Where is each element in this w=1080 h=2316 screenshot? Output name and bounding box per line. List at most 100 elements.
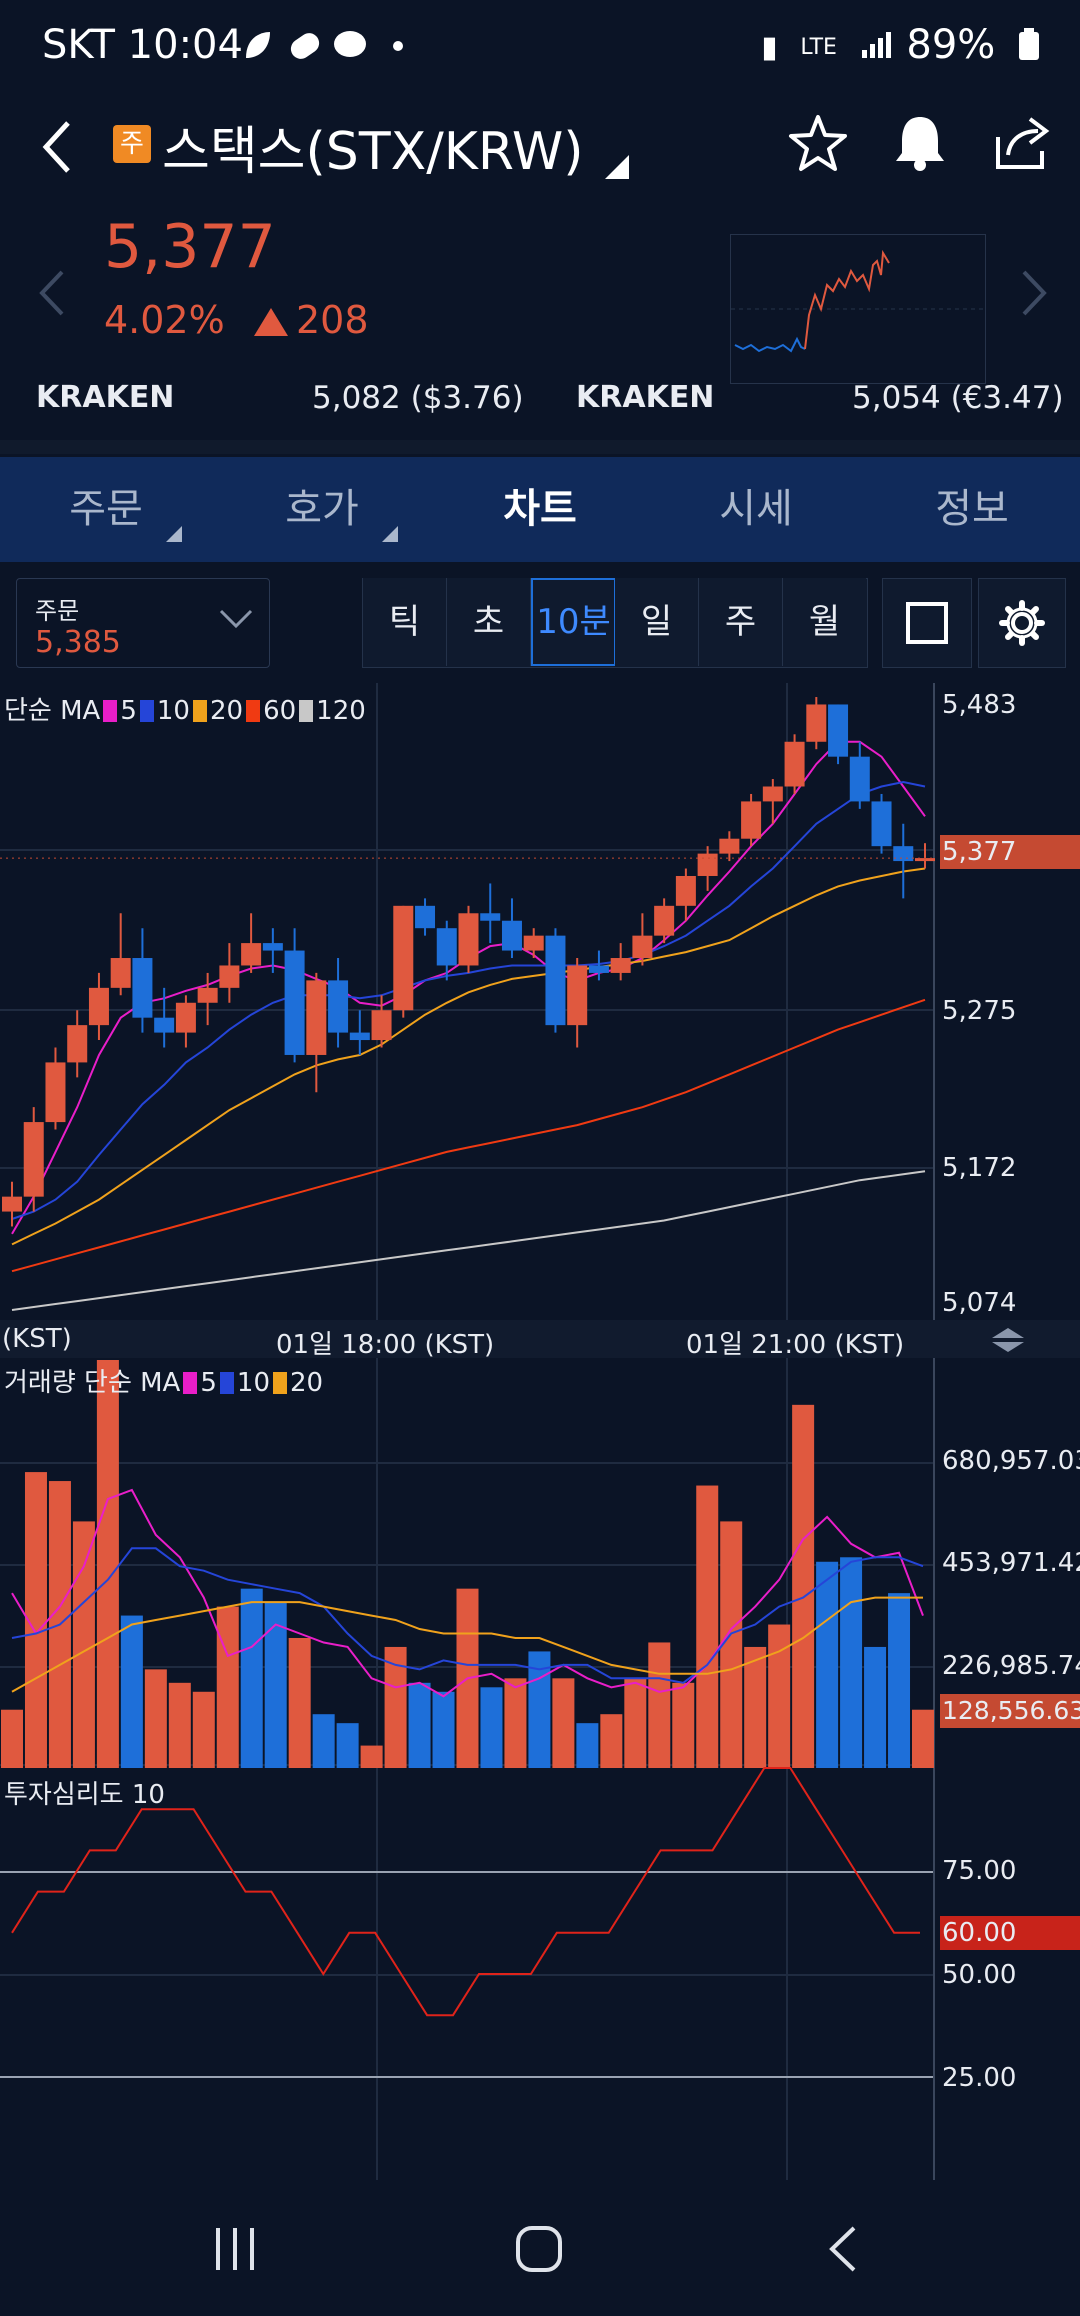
- exchange-name-1: KRAKEN: [36, 380, 175, 415]
- volume-bar: [720, 1521, 743, 1768]
- tab-orderbook[interactable]: 호가: [262, 457, 398, 562]
- ma20-swatch: [192, 700, 207, 722]
- period-month[interactable]: 월: [783, 578, 866, 666]
- candle: [197, 987, 218, 1003]
- page-title[interactable]: 스택스(STX/KRW): [162, 122, 584, 182]
- volume-bar: [384, 1646, 407, 1768]
- star-icon[interactable]: [788, 113, 848, 177]
- home-icon[interactable]: [514, 2224, 564, 2278]
- volume-bar: [168, 1682, 191, 1768]
- recents-icon[interactable]: [210, 2224, 260, 2278]
- tab-quotes[interactable]: 시세: [719, 486, 793, 532]
- volume-bar: [552, 1678, 575, 1768]
- volume-bar: [120, 1615, 143, 1768]
- period-second[interactable]: 초: [447, 578, 531, 666]
- volume-ma5-line: [11, 1488, 924, 1698]
- candle: [88, 987, 109, 1026]
- battery-icon: [1018, 24, 1040, 70]
- xtick-0: (KST): [2, 1324, 72, 1354]
- candle: [784, 741, 805, 787]
- period-10min[interactable]: 10분: [531, 578, 616, 666]
- stock-badge: 주: [113, 125, 151, 163]
- vol-ma10-swatch: [219, 1372, 234, 1394]
- square-icon: [905, 601, 949, 649]
- next-icon[interactable]: [1020, 268, 1048, 322]
- candle: [110, 958, 131, 988]
- volume-bar: [816, 1561, 839, 1768]
- volume-legend: 거래량 단순 MA 5 10 20: [4, 1368, 324, 1398]
- candle: [741, 801, 762, 839]
- prev-icon[interactable]: [38, 268, 66, 322]
- tab-order[interactable]: 주문: [46, 457, 182, 562]
- psy-ytick-0: 75.00: [942, 1856, 1017, 1886]
- candle: [45, 1062, 66, 1123]
- candle: [262, 943, 283, 951]
- candle: [154, 1017, 175, 1033]
- volume-bar: [360, 1745, 383, 1768]
- period-tick[interactable]: 틱: [363, 578, 447, 666]
- candle: [719, 838, 740, 854]
- volume-bar: [408, 1682, 431, 1768]
- price-ytick-2: 5,172: [942, 1153, 1017, 1183]
- volume-bar: [576, 1723, 599, 1768]
- price-ma60-line: [11, 998, 926, 1273]
- volume-bar: [144, 1669, 167, 1768]
- candle: [241, 943, 262, 966]
- current-volume-marker: 128,556.631: [940, 1694, 1080, 1728]
- candle: [697, 853, 718, 876]
- battery-text: 89%: [906, 22, 996, 68]
- volume-bar: [744, 1646, 767, 1768]
- period-day[interactable]: 일: [615, 578, 699, 666]
- psychology-line: [11, 1767, 920, 2017]
- order-price-select[interactable]: 주문 5,385: [16, 578, 270, 668]
- ma5-swatch: [103, 700, 118, 722]
- up-triangle-icon: [254, 308, 288, 340]
- price-ytick-1: 5,275: [942, 996, 1017, 1026]
- price-legend: 단순 MA 5 10 20 60 120: [4, 696, 366, 726]
- candle: [23, 1122, 44, 1197]
- fullscreen-button[interactable]: [882, 578, 972, 668]
- candle: [132, 958, 153, 1018]
- resize-handle-icon[interactable]: [990, 1326, 1026, 1358]
- chart-area[interactable]: [0, 683, 1080, 2180]
- volume-bar: [648, 1642, 671, 1768]
- candle: [480, 913, 501, 921]
- psy-ytick-1: 50.00: [942, 1960, 1017, 1990]
- candle: [436, 928, 457, 966]
- volume-bar: [480, 1687, 503, 1768]
- tab-chart[interactable]: 차트: [503, 486, 577, 532]
- candle: [610, 958, 631, 973]
- back-icon[interactable]: [38, 117, 78, 181]
- settings-button[interactable]: [978, 578, 1066, 668]
- title-dropdown-icon[interactable]: [605, 155, 629, 183]
- current-psy-marker: 60.00: [940, 1916, 1080, 1950]
- tab-bar: 주문 호가 차트 시세 정보: [0, 457, 1080, 562]
- quote-panel: 5,377 4.02% 208 KRAKEN 5,082 ($3.76) KRA…: [0, 200, 1080, 430]
- volume-bar: [624, 1678, 647, 1768]
- exchange-value-1: 5,082 ($3.76): [312, 380, 524, 416]
- volume-bar: [912, 1709, 934, 1768]
- volume-bar: [24, 1472, 47, 1768]
- volume-bar: [192, 1691, 215, 1768]
- volume-bar: [432, 1691, 455, 1768]
- notification-icons: [246, 31, 403, 59]
- mini-chart[interactable]: [730, 234, 986, 384]
- candle: [871, 801, 892, 847]
- candle: [371, 1010, 392, 1041]
- volume-bar: [312, 1714, 335, 1768]
- nav-back-icon[interactable]: [824, 2224, 864, 2278]
- tab-info[interactable]: 정보: [935, 486, 1009, 532]
- bell-icon[interactable]: [890, 111, 950, 177]
- order-label: 주문: [35, 597, 80, 625]
- chevron-down-icon: [219, 609, 253, 633]
- period-week[interactable]: 주: [699, 578, 783, 666]
- volume-bar: [600, 1714, 623, 1768]
- status-right: ▮ LTE 89%: [751, 22, 1040, 70]
- candle: [806, 704, 827, 742]
- share-icon[interactable]: [992, 113, 1052, 177]
- volume-bar: [1, 1709, 23, 1768]
- volume-ytick-2: 226,985.740: [942, 1651, 1080, 1681]
- candle: [588, 965, 609, 973]
- xtick-2: 01일 21:00 (KST): [686, 1330, 905, 1360]
- signal-icon: [860, 24, 894, 70]
